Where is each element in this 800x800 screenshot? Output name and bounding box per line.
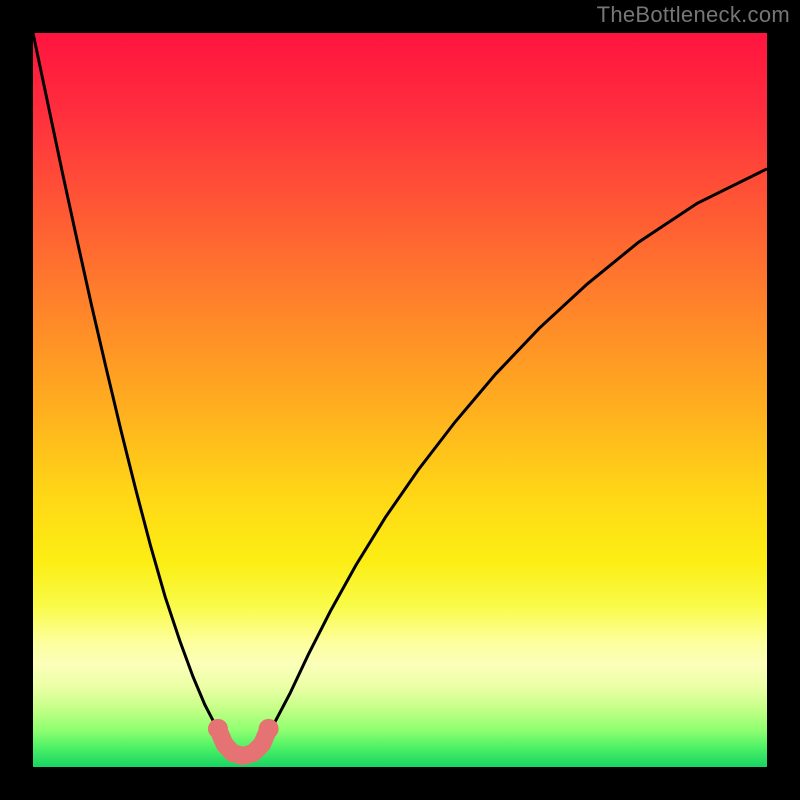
chart-canvas: TheBottleneck.com — [0, 0, 800, 800]
bottleneck-plot — [0, 0, 800, 800]
watermark-label: TheBottleneck.com — [597, 2, 790, 28]
